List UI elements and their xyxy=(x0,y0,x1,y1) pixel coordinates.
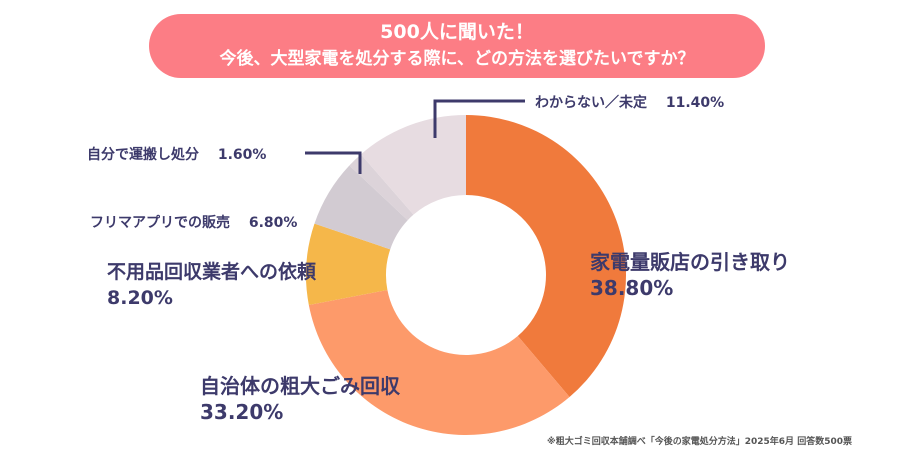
title-banner: 500人に聞いた！ 今後、大型家電を処分する際に、どの方法を選びたいですか？ xyxy=(149,14,765,78)
source-note: ※粗大ゴミ回収本舗調べ「今後の家電処分方法」2025年6月 回答数500票 xyxy=(547,437,852,447)
chart-subtitle: 今後、大型家電を処分する際に、どの方法を選びたいですか？ xyxy=(219,49,695,69)
label-self-transport: 自分で運搬し処分 1.60% xyxy=(87,147,267,163)
label-junk-collector: 不用品回収業者への依頼 8.20% xyxy=(107,261,317,309)
donut-slice-5 xyxy=(360,115,466,215)
chart-title: 500人に聞いた！ xyxy=(380,21,534,43)
label-flea-market: フリマアプリでの販売 6.80% xyxy=(90,215,298,231)
label-electronics-store: 家電量販店の引き取り 38.80% xyxy=(590,250,790,300)
label-municipal-collection: 自治体の粗大ごみ回収 33.20% xyxy=(200,374,400,424)
donut-slice-4 xyxy=(349,154,414,221)
donut-slice-3 xyxy=(314,165,408,250)
donut-slice-2 xyxy=(306,223,391,305)
leader-line-undecided xyxy=(433,99,525,138)
label-undecided: わからない／未定 11.40% xyxy=(535,95,725,111)
donut-slice-1 xyxy=(308,289,570,435)
leader-line-self-transport xyxy=(305,151,362,174)
donut-slice-0 xyxy=(466,115,627,397)
